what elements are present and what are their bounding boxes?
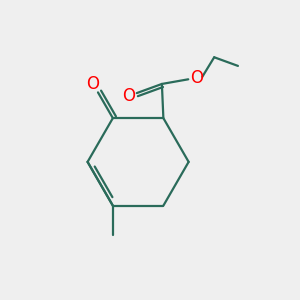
Text: O: O [122, 87, 135, 105]
Text: O: O [190, 69, 203, 87]
Text: O: O [87, 75, 100, 93]
